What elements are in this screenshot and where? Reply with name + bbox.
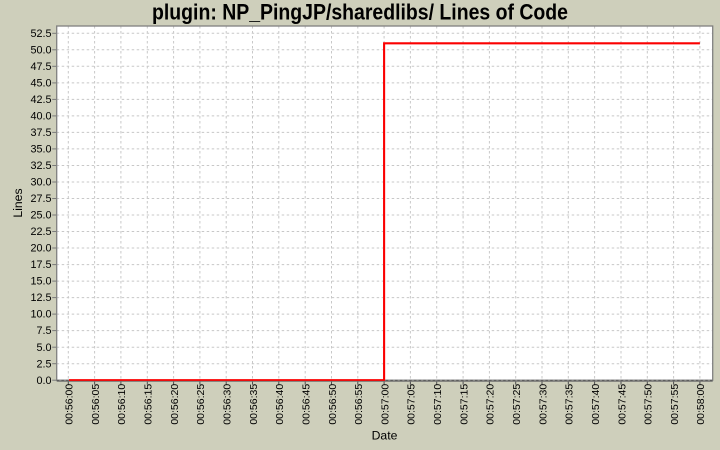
svg-text:00:57:00: 00:57:00 [379,384,391,425]
svg-text:20.0: 20.0 [30,243,51,255]
svg-text:00:56:05: 00:56:05 [90,384,102,425]
svg-text:00:57:45: 00:57:45 [616,384,628,425]
svg-text:00:56:15: 00:56:15 [143,384,155,425]
svg-text:17.5: 17.5 [30,259,51,271]
svg-text:Date: Date [372,429,398,443]
svg-text:32.5: 32.5 [30,160,51,172]
svg-text:00:56:40: 00:56:40 [274,384,286,425]
svg-text:42.5: 42.5 [30,94,51,106]
svg-text:00:57:10: 00:57:10 [432,384,444,425]
svg-text:00:57:55: 00:57:55 [669,384,681,425]
svg-text:0.0: 0.0 [36,375,51,387]
svg-text:25.0: 25.0 [30,210,51,222]
svg-text:00:57:25: 00:57:25 [511,384,523,425]
svg-text:00:57:50: 00:57:50 [643,384,655,425]
svg-text:00:56:35: 00:56:35 [248,384,260,425]
svg-text:00:58:00: 00:58:00 [695,384,707,425]
svg-text:00:57:30: 00:57:30 [537,384,549,425]
svg-text:30.0: 30.0 [30,177,51,189]
svg-text:2.5: 2.5 [36,358,51,370]
svg-text:12.5: 12.5 [30,292,51,304]
svg-text:00:56:55: 00:56:55 [353,384,365,425]
svg-text:00:57:05: 00:57:05 [406,384,418,425]
svg-text:37.5: 37.5 [30,127,51,139]
svg-text:47.5: 47.5 [30,61,51,73]
svg-text:40.0: 40.0 [30,111,51,123]
svg-text:5.0: 5.0 [36,342,51,354]
svg-text:45.0: 45.0 [30,78,51,90]
svg-text:00:56:25: 00:56:25 [195,384,207,425]
svg-text:00:56:30: 00:56:30 [221,384,233,425]
svg-text:00:57:35: 00:57:35 [564,384,576,425]
svg-text:00:56:10: 00:56:10 [116,384,128,425]
svg-text:00:56:45: 00:56:45 [301,384,313,425]
svg-text:52.5: 52.5 [30,28,51,40]
svg-text:22.5: 22.5 [30,226,51,238]
svg-text:7.5: 7.5 [36,325,51,337]
svg-text:00:56:00: 00:56:00 [64,384,76,425]
svg-text:plugin: NP_PingJP/sharedlibs/: plugin: NP_PingJP/sharedlibs/ Lines of C… [152,0,568,25]
svg-text:50.0: 50.0 [30,44,51,56]
svg-text:10.0: 10.0 [30,309,51,321]
svg-text:00:57:40: 00:57:40 [590,384,602,425]
svg-text:15.0: 15.0 [30,276,51,288]
svg-text:00:57:20: 00:57:20 [485,384,497,425]
svg-text:27.5: 27.5 [30,193,51,205]
svg-text:00:56:20: 00:56:20 [169,384,181,425]
svg-text:35.0: 35.0 [30,144,51,156]
svg-text:00:56:50: 00:56:50 [327,384,339,425]
svg-text:00:57:15: 00:57:15 [458,384,470,425]
svg-text:Lines: Lines [11,188,25,217]
